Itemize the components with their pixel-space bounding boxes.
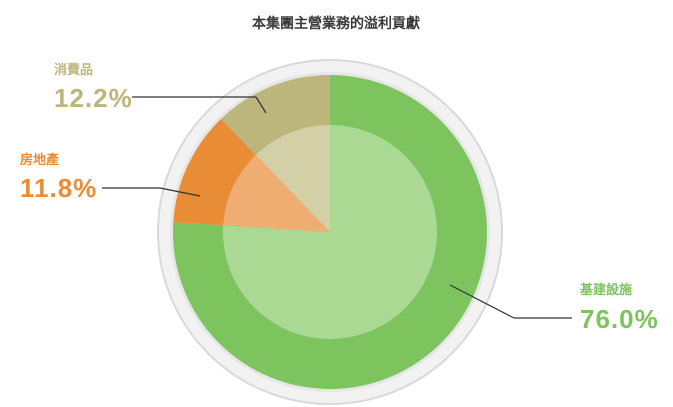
label-infrastructure: 基建設施 <box>579 282 632 298</box>
label-consumer: 消費品 <box>54 62 93 78</box>
value-consumer: 12.2% <box>54 83 133 113</box>
slice-inner-property <box>223 154 330 232</box>
callout-line-consumer-tick <box>255 96 267 114</box>
chart-title: 本集團主營業務的溢利貢獻 <box>252 15 420 32</box>
value-infrastructure: 76.0% <box>580 304 659 334</box>
callout-line-infra <box>449 284 515 319</box>
callout-line-property-tick <box>159 187 201 197</box>
label-property: 房地產 <box>20 152 59 168</box>
slices-inner-group <box>222 125 437 339</box>
slice-inner-consumer <box>255 125 330 232</box>
value-property: 11.8% <box>20 173 97 203</box>
